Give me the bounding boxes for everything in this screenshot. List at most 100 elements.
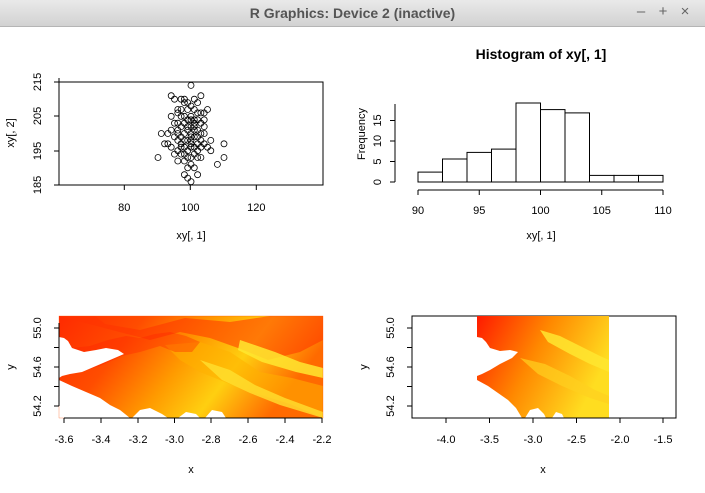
map1-ytick: 55.0 <box>32 317 44 338</box>
map2-ytick: 54.2 <box>385 395 397 416</box>
scatter-point <box>184 136 192 144</box>
scatter-x-axis: 80 100 120 <box>118 184 265 214</box>
map2-xlabel: x <box>540 464 546 476</box>
scatter-point <box>194 109 202 117</box>
histogram-ytick: 0 <box>372 179 384 185</box>
scatter-point <box>174 157 182 165</box>
scatter-point <box>171 119 178 127</box>
scatter-point <box>171 150 178 158</box>
histogram-xtick: 90 <box>412 205 424 217</box>
map2-xtick: -3.5 <box>480 434 499 446</box>
scatter-point <box>187 136 195 144</box>
scatter-point <box>174 126 182 134</box>
scatter-point <box>190 106 198 113</box>
scatter-point <box>200 116 208 124</box>
scatter-point <box>197 154 205 161</box>
scatter-point <box>184 123 192 130</box>
scatter-point <box>177 133 185 141</box>
map2-xtick: -2.0 <box>611 434 630 446</box>
scatter-point <box>177 106 185 113</box>
map1-xtick: -2.8 <box>202 434 221 446</box>
scatter-point <box>180 150 188 158</box>
histogram-bar <box>638 174 664 183</box>
map2-x-axis: -4.0 -3.5 -3.0 -2.5 -2.0 -1.5 <box>437 417 672 446</box>
histogram-xtick: 95 <box>473 205 485 217</box>
histogram-xtick: 110 <box>654 205 672 217</box>
map1-panel: -3.6 -3.4 -3.2 -3.0 -2.8 -2.6 -2.4 -2.2 54.2 54… <box>5 315 331 476</box>
scatter-point <box>187 178 195 186</box>
scatter-point <box>180 130 188 137</box>
histogram-bar <box>442 158 468 183</box>
title-bar[interactable]: R Graphics: Device 2 (inactive) – + × <box>0 0 705 27</box>
scatter-point <box>197 109 205 117</box>
histogram-bar <box>589 174 615 183</box>
close-icon[interactable]: × <box>680 3 690 20</box>
scatter-point <box>187 154 195 161</box>
scatter-xtick: 120 <box>247 202 265 214</box>
scatter-point <box>177 95 185 103</box>
scatter-point <box>177 123 185 130</box>
histogram-bar <box>491 148 517 183</box>
scatter-point <box>174 136 182 144</box>
histogram-panel: Histogram of xy[, 1] 90 95 100 105 110 <box>356 46 672 242</box>
histogram-y-axis: 0 5 10 15 <box>372 104 396 185</box>
scatter-point <box>204 143 211 151</box>
scatter-point <box>213 160 221 168</box>
scatter-point <box>180 157 188 165</box>
histogram-x-axis: 90 95 100 105 110 <box>412 189 672 217</box>
map1-sea-south <box>59 380 130 418</box>
map2-panel: -4.0 -3.5 -3.0 -2.5 -2.0 -1.5 54.2 54.6 55.0 … <box>358 315 677 476</box>
scatter-point <box>204 106 211 113</box>
scatter-point <box>184 116 192 124</box>
scatter-point <box>197 143 205 151</box>
scatter-point <box>187 102 195 110</box>
scatter-point <box>197 119 205 127</box>
scatter-point <box>220 140 228 148</box>
scatter-point <box>177 140 185 148</box>
scatter-point <box>190 126 198 134</box>
map1-x-axis: -3.6 -3.4 -3.2 -3.0 -2.8 -2.6 -2.4 -2.2 <box>55 417 331 446</box>
map2-y-axis: 54.2 54.6 55.0 <box>385 317 413 417</box>
map1-xtick: -2.6 <box>239 434 258 446</box>
scatter-point <box>167 126 175 134</box>
scatter-point <box>194 140 202 148</box>
histogram-title: Histogram of xy[, 1] <box>476 46 607 62</box>
scatter-point <box>184 164 192 172</box>
histogram-bar <box>466 151 492 183</box>
histogram-xlabel: xy[, 1] <box>526 230 555 242</box>
map1-xlabel: x <box>188 464 194 476</box>
histogram-xtick: 105 <box>593 205 611 217</box>
scatter-point <box>220 154 228 161</box>
scatter-point <box>184 174 192 182</box>
scatter-point <box>184 147 192 155</box>
minimize-icon[interactable]: – <box>636 3 646 20</box>
scatter-point <box>194 99 202 106</box>
scatter-point <box>180 171 188 179</box>
scatter-point <box>174 106 182 113</box>
scatter-point <box>187 82 195 89</box>
scatter-point <box>164 130 172 137</box>
scatter-point <box>167 92 175 100</box>
map1-ytick: 54.6 <box>32 356 44 377</box>
maximize-icon[interactable]: + <box>658 3 668 20</box>
scatter-point <box>190 164 198 172</box>
scatter-point <box>200 130 208 137</box>
scatter-point <box>194 154 202 161</box>
scatter-point <box>207 136 215 144</box>
scatter-point <box>177 150 185 158</box>
scatter-point <box>167 112 175 120</box>
scatter-point <box>187 112 195 120</box>
scatter-point <box>157 130 165 137</box>
scatter-point <box>194 147 202 155</box>
map1-xtick: -3.0 <box>165 434 184 446</box>
scatter-xtick: 100 <box>181 202 199 214</box>
plot-canvas: 80 100 120 185 195 205 215 xy[, 1] xy[, … <box>5 46 677 476</box>
scatter-point <box>171 95 178 103</box>
scatter-ytick: 195 <box>32 142 44 160</box>
map1-xtick: -3.6 <box>55 434 74 446</box>
scatter-points <box>154 82 228 186</box>
map1-sea-west <box>59 337 124 378</box>
scatter-point <box>171 133 178 141</box>
scatter-point <box>187 160 195 168</box>
